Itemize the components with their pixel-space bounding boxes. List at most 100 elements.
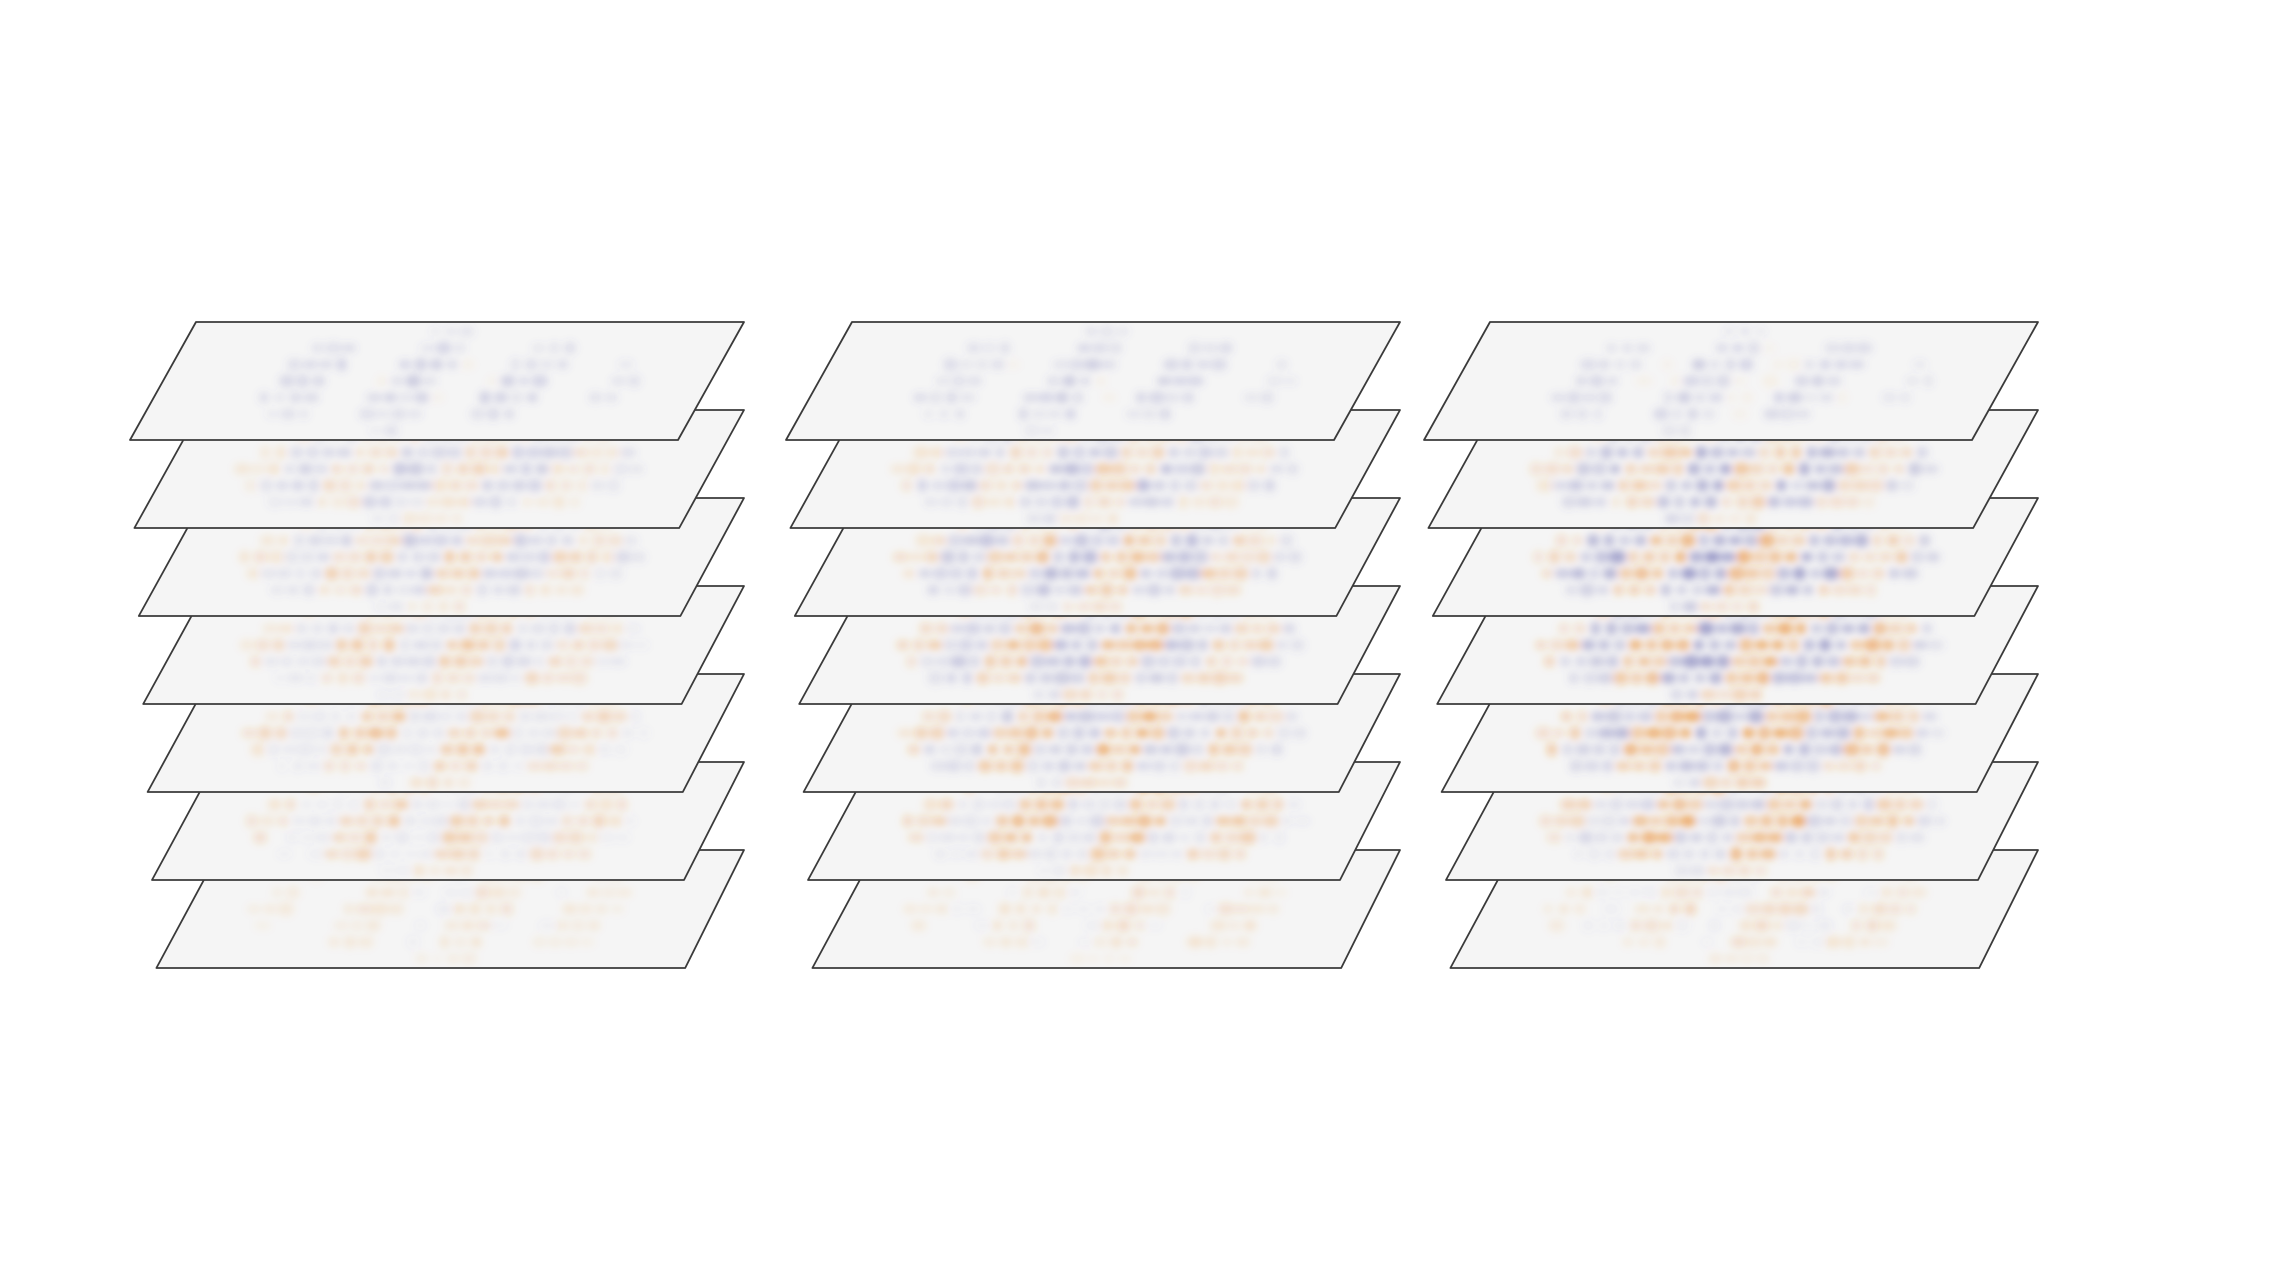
negative-blob: [1620, 622, 1634, 635]
positive-blob: [549, 463, 566, 475]
positive-blob: [1633, 849, 1650, 859]
positive-blob: [555, 920, 570, 931]
negative-blob: [526, 640, 536, 650]
negative-blob: [374, 409, 392, 419]
negative-blob: [1076, 343, 1092, 353]
negative-blob: [1575, 375, 1587, 387]
positive-blob: [984, 654, 997, 669]
positive-blob: [565, 654, 577, 669]
negative-blob: [1921, 623, 1933, 634]
positive-blob: [1560, 711, 1572, 722]
negative-blob: [1157, 655, 1171, 668]
positive-blob: [563, 937, 579, 947]
negative-blob: [1568, 479, 1585, 492]
negative-blob: [531, 343, 546, 353]
positive-blob: [457, 463, 469, 475]
positive-blob: [1216, 728, 1226, 738]
slice-plane: [1423, 321, 2039, 441]
positive-blob: [1227, 920, 1241, 931]
negative-blob: [1603, 848, 1617, 860]
positive-blob: [1134, 447, 1150, 458]
positive-blob: [1732, 462, 1750, 476]
positive-blob: [1177, 585, 1194, 595]
negative-blob: [476, 583, 489, 597]
negative-blob: [405, 374, 421, 388]
positive-blob: [1735, 776, 1750, 789]
negative-blob: [1715, 903, 1728, 915]
positive-blob: [444, 550, 456, 564]
negative-blob: [627, 374, 641, 388]
positive-blob: [255, 638, 271, 652]
negative-blob: [610, 376, 627, 386]
negative-blob: [1714, 567, 1727, 580]
positive-blob: [927, 888, 940, 897]
negative-blob: [1594, 550, 1610, 564]
positive-blob: [1104, 480, 1119, 491]
positive-blob: [339, 759, 351, 773]
positive-blob: [1790, 814, 1806, 828]
negative-blob: [1676, 585, 1687, 595]
positive-blob: [1852, 726, 1866, 740]
positive-blob: [1727, 566, 1746, 581]
positive-blob: [1895, 550, 1908, 564]
positive-blob: [1691, 886, 1704, 899]
negative-blob: [985, 799, 1003, 810]
positive-blob: [449, 815, 465, 827]
negative-blob: [1608, 742, 1622, 757]
negative-blob: [305, 672, 318, 684]
negative-blob: [1146, 583, 1163, 597]
positive-blob: [1646, 727, 1662, 739]
positive-blob: [1623, 743, 1638, 756]
negative-blob: [1080, 462, 1095, 476]
positive-blob: [1731, 601, 1744, 612]
negative-blob: [1053, 585, 1066, 595]
positive-blob: [1140, 904, 1154, 914]
negative-blob: [1169, 760, 1181, 772]
positive-blob: [346, 743, 359, 756]
positive-blob: [1672, 462, 1684, 476]
positive-blob: [1211, 639, 1226, 651]
negative-blob: [302, 360, 318, 369]
positive-blob: [1092, 656, 1110, 667]
positive-blob: [1731, 408, 1749, 420]
negative-blob: [623, 535, 639, 546]
positive-blob: [1853, 814, 1869, 828]
negative-blob: [1575, 743, 1592, 756]
negative-blob: [1279, 533, 1294, 548]
positive-blob: [347, 551, 363, 563]
negative-blob: [1091, 342, 1109, 354]
positive-blob: [459, 551, 472, 563]
positive-blob: [1839, 566, 1855, 581]
negative-blob: [1634, 623, 1652, 634]
positive-blob: [1887, 623, 1904, 634]
negative-blob: [1219, 342, 1233, 354]
positive-blob: [1647, 447, 1661, 458]
negative-blob: [1151, 760, 1167, 772]
negative-blob: [416, 446, 430, 459]
positive-blob: [367, 727, 385, 739]
positive-blob: [896, 640, 910, 650]
positive-blob: [487, 800, 504, 809]
negative-blob: [266, 495, 283, 509]
positive-blob: [446, 640, 458, 650]
positive-blob: [1120, 446, 1133, 459]
negative-blob: [1625, 800, 1639, 809]
positive-blob: [1897, 886, 1909, 899]
positive-blob: [1164, 886, 1176, 899]
positive-blob: [278, 816, 289, 826]
negative-blob: [1826, 709, 1843, 724]
positive-blob: [1543, 904, 1554, 914]
negative-blob: [455, 711, 469, 722]
negative-blob: [394, 497, 408, 507]
negative-blob: [1934, 816, 1946, 826]
positive-blob: [433, 761, 446, 771]
positive-blob: [429, 866, 441, 876]
negative-blob: [942, 357, 958, 372]
negative-blob: [372, 567, 387, 580]
positive-blob: [1541, 569, 1553, 578]
positive-blob: [554, 585, 568, 595]
positive-blob: [1154, 816, 1166, 826]
negative-blob: [1700, 408, 1717, 420]
positive-blob: [1716, 689, 1732, 700]
negative-blob: [1767, 496, 1781, 508]
